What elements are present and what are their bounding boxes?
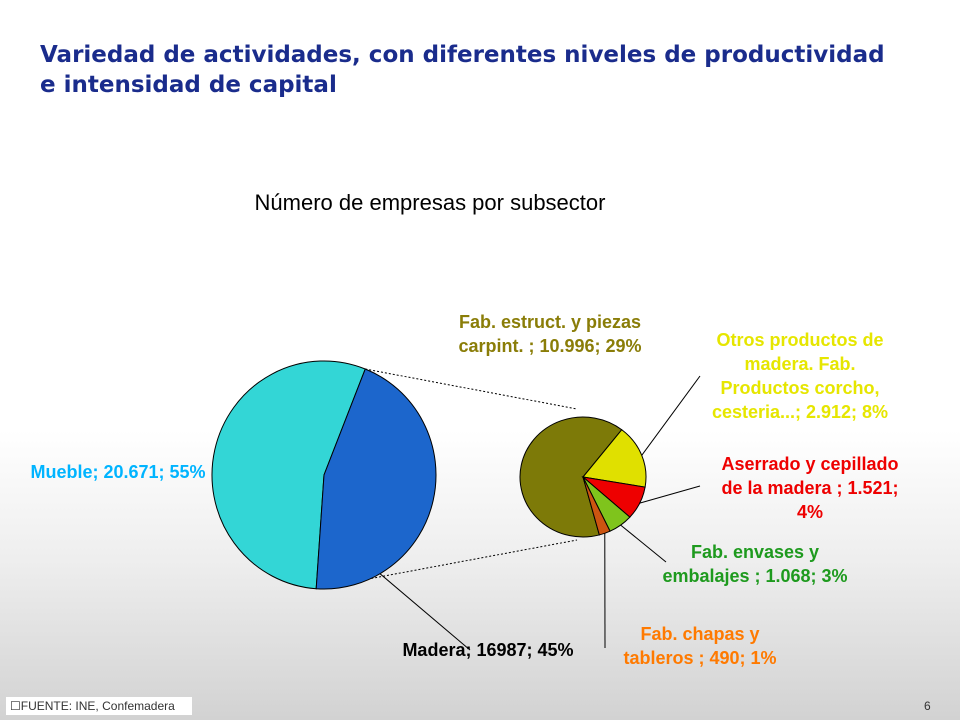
slice-label-aserrado: Aserrado y cepillado de la madera ; 1.52… bbox=[721, 454, 899, 522]
slice-label-otros-productos: Otros productos de madera. Fab. Producto… bbox=[711, 330, 889, 422]
main-slice-mueble bbox=[211, 360, 366, 590]
leader-envases bbox=[620, 524, 667, 563]
slice-label-estructuras: Fab. estruct. y piezas carpint. ; 10.996… bbox=[458, 312, 642, 356]
slide-title-line-1: Variedad de actividades, con diferentes … bbox=[40, 42, 885, 68]
slice-label-mueble: Mueble; 20.671; 55% bbox=[30, 462, 206, 482]
leader-aserrado bbox=[639, 485, 701, 504]
slide-title-line-2: e intensidad de capital bbox=[40, 72, 337, 98]
slice-label-envases: Fab. envases y embalajes ; 1.068; 3% bbox=[662, 542, 848, 586]
slice-label-madera: Madera; 16987; 45% bbox=[402, 640, 574, 660]
leader-madera bbox=[379, 573, 471, 651]
breakdown-slice-otros-productos-de-madera-fab-productos-corcho-cesteria bbox=[582, 429, 647, 488]
page-number: 6 bbox=[924, 699, 931, 713]
breakdown-slice-fab-estruct-y-piezas-carpint bbox=[519, 416, 623, 538]
slice-label-chapas: Fab. chapas y tableros ; 490; 1% bbox=[623, 624, 777, 668]
source-note: ☐FUENTE: INE, Confemadera bbox=[6, 697, 192, 715]
main-slice-madera bbox=[315, 368, 437, 590]
slide-title: Variedad de actividades, con diferentes … bbox=[40, 40, 940, 100]
chart-title: Número de empresas por subsector bbox=[254, 190, 606, 215]
leader-otros-productos bbox=[641, 375, 701, 456]
